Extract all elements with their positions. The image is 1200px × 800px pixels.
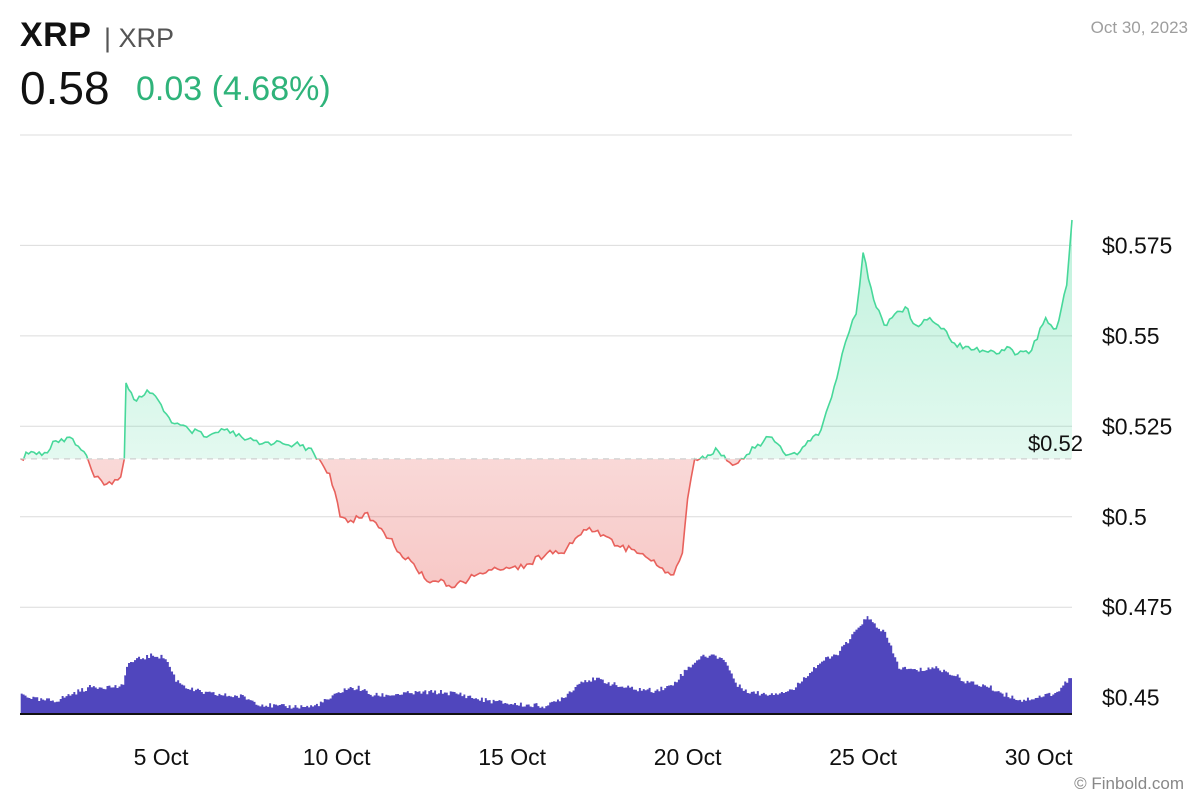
x-tick-label: 10 Oct <box>303 744 371 770</box>
source-credit: © Finbold.com <box>1074 774 1184 793</box>
baseline-label: $0.52 <box>1028 431 1083 456</box>
y-tick-label: $0.575 <box>1102 232 1172 258</box>
y-tick-label: $0.475 <box>1102 594 1172 620</box>
area-below-baseline <box>20 458 744 588</box>
volume-bars <box>20 616 1073 714</box>
chart-date: Oct 30, 2023 <box>1090 18 1188 37</box>
area-above-baseline <box>20 220 1072 459</box>
price-line <box>20 219 1073 589</box>
asset-name: | XRP <box>104 23 175 53</box>
price-line-down <box>20 458 745 589</box>
axes: $0.45 $0.475 $0.5 $0.525 $0.55 $0.575 5 Oct 10 … <box>20 232 1172 770</box>
y-tick-label: $0.45 <box>1102 685 1160 711</box>
price-change: 0.03 (4.68%) <box>136 70 331 108</box>
current-price: 0.58 <box>20 62 110 114</box>
x-tick-label: 15 Oct <box>478 744 546 770</box>
price-line-up <box>20 219 1073 459</box>
ticker-symbol: XRP <box>20 16 92 54</box>
x-tick-label: 25 Oct <box>829 744 897 770</box>
y-tick-label: $0.55 <box>1102 323 1160 349</box>
x-tick-label: 5 Oct <box>134 744 190 770</box>
volume-area <box>20 616 1073 714</box>
x-tick-label: 20 Oct <box>654 744 722 770</box>
y-tick-label: $0.525 <box>1102 413 1172 439</box>
price-area <box>20 220 1072 588</box>
y-tick-label: $0.5 <box>1102 504 1147 530</box>
baseline: $0.52 <box>20 431 1083 460</box>
x-tick-label: 30 Oct <box>1005 744 1073 770</box>
